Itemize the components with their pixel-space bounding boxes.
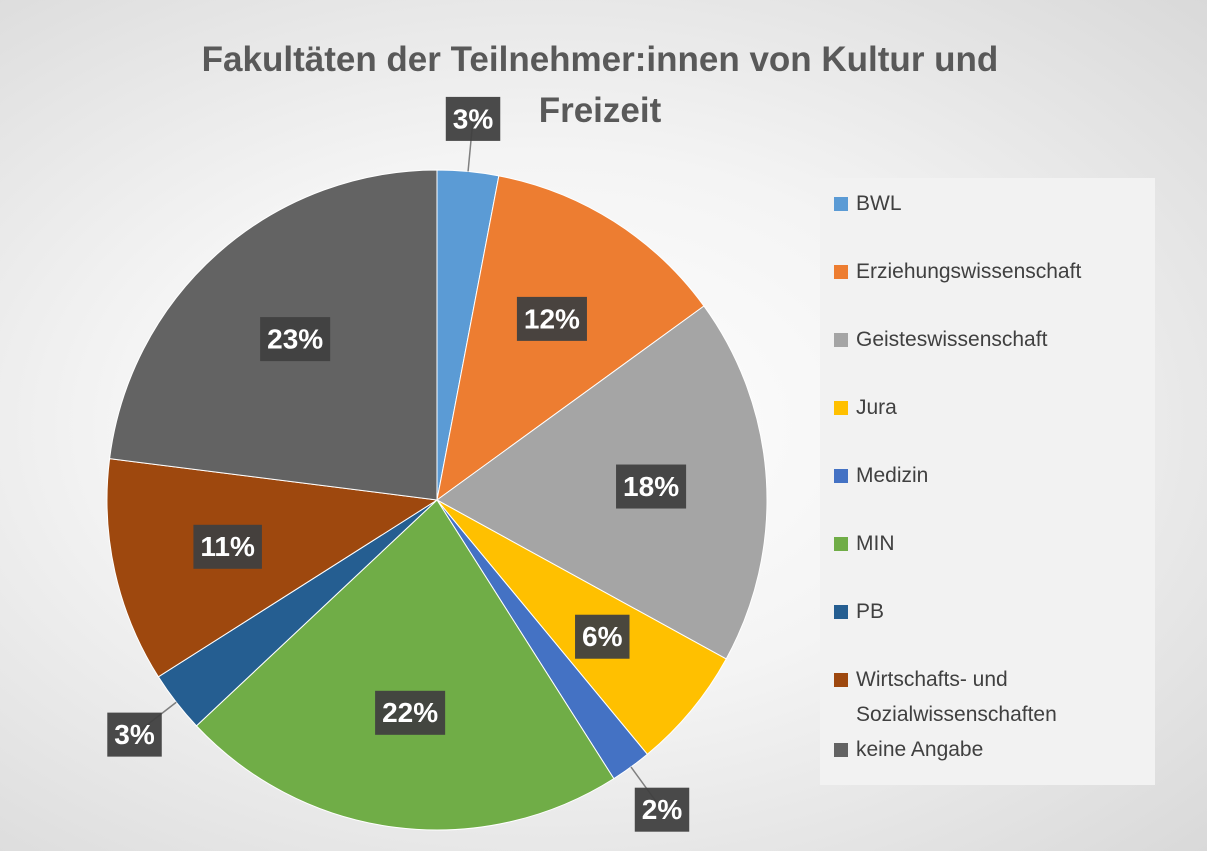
legend-label: Wirtschafts- und Sozialwissenschaften — [856, 668, 1057, 726]
data-label: 18% — [623, 471, 679, 502]
legend-swatch — [834, 265, 848, 279]
data-label: 2% — [642, 794, 683, 825]
legend-label: Geisteswissenschaft — [856, 328, 1048, 351]
legend-item: keine Angabe — [834, 732, 1145, 767]
label-box — [616, 464, 687, 509]
pie-slice — [106, 458, 439, 678]
legend-label: BWL — [856, 192, 902, 215]
legend-label: MIN — [856, 532, 895, 555]
legend-label: Jura — [856, 396, 897, 419]
legend-swatch — [834, 469, 848, 483]
legend-item: Wirtschafts- und Sozialwissenschaften — [834, 662, 1145, 732]
label-box — [107, 712, 162, 757]
label-box — [193, 524, 262, 569]
label-box — [375, 690, 446, 735]
label-box — [516, 296, 587, 341]
data-label: 23% — [267, 323, 323, 354]
legend-item: Jura — [834, 390, 1145, 425]
data-label: 12% — [524, 303, 580, 334]
chart-title: Fakultäten der Teilnehmer:innen von Kult… — [201, 40, 999, 130]
legend-swatch — [834, 197, 848, 211]
legend-swatch — [834, 333, 848, 347]
data-label: 6% — [582, 621, 623, 652]
legend-item: BWL — [834, 186, 1145, 221]
legend-item: PB — [834, 594, 1145, 629]
label-box — [575, 614, 630, 659]
label-box — [634, 787, 690, 832]
legend-swatch — [834, 673, 848, 687]
label-box — [260, 317, 331, 362]
legend-label: keine Angabe — [856, 738, 984, 761]
legend-label: Erziehungswissenschaft — [856, 260, 1082, 283]
data-label: 3% — [453, 103, 494, 134]
legend-item: Erziehungswissenschaft — [834, 254, 1145, 289]
legend-item: MIN — [834, 526, 1145, 561]
label-box — [445, 96, 501, 141]
legend-label: PB — [856, 600, 885, 623]
legend-swatch — [834, 605, 848, 619]
pie-slice — [436, 305, 768, 660]
data-label: 11% — [200, 531, 255, 562]
legend: BWL Erziehungswissenschaft Geisteswissensc… — [820, 178, 1155, 785]
data-label: 22% — [382, 697, 438, 728]
legend-swatch — [834, 401, 848, 415]
legend-item: Geisteswissenschaft — [834, 322, 1145, 357]
data-label: 3% — [114, 719, 155, 750]
legend-label: Medizin — [856, 464, 929, 487]
legend-swatch — [834, 537, 848, 551]
legend-swatch — [834, 743, 848, 757]
legend-item: Medizin — [834, 458, 1145, 493]
pie-slice — [195, 499, 615, 831]
